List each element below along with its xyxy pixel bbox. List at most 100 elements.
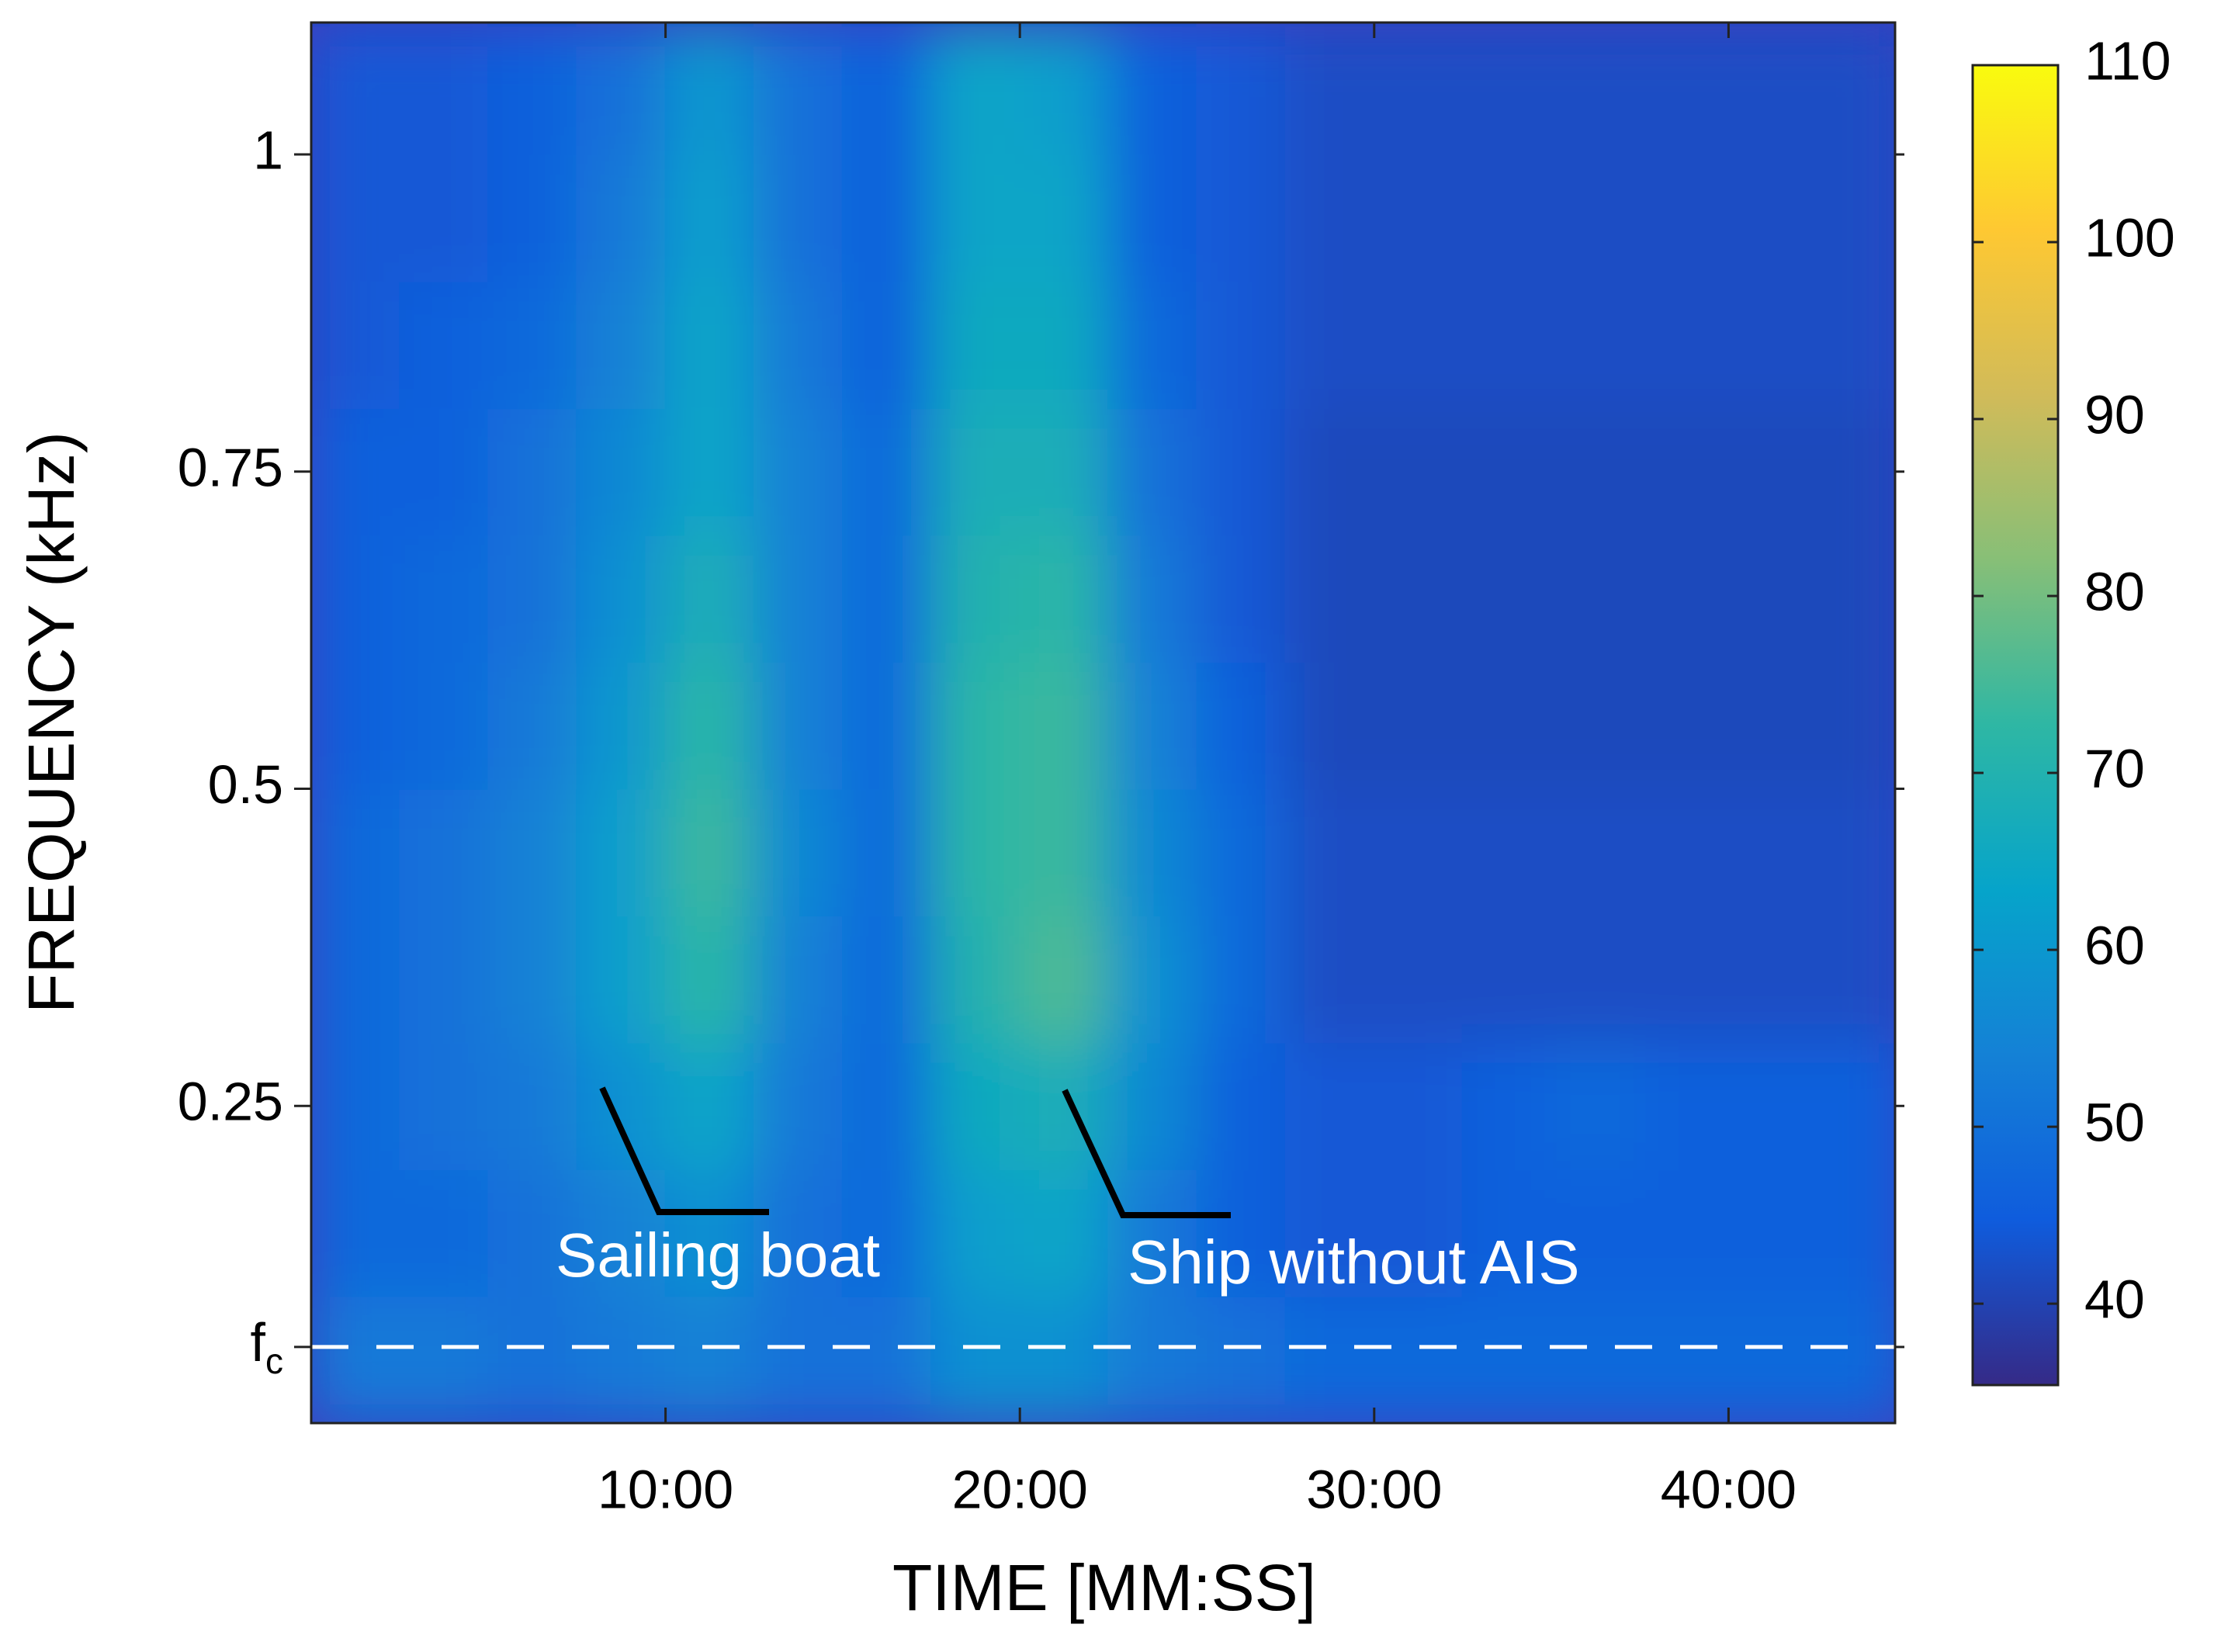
heatmap-cell bbox=[841, 280, 933, 410]
heatmap-cell bbox=[1551, 1041, 1641, 1171]
heatmap-cell bbox=[841, 1041, 933, 1171]
x-tick-label: 30:00 bbox=[1306, 1459, 1442, 1519]
heatmap-cell bbox=[664, 154, 755, 282]
heatmap-cell bbox=[487, 26, 578, 156]
heatmap-cell bbox=[1373, 1041, 1464, 1171]
heatmap-cell bbox=[1019, 1169, 1110, 1297]
heatmap-cell bbox=[1461, 1295, 1553, 1423]
heatmap-cell bbox=[399, 26, 490, 156]
heatmap-cell bbox=[1816, 407, 1895, 536]
heatmap-cell bbox=[1639, 154, 1730, 282]
heatmap-cell bbox=[576, 26, 667, 156]
heatmap-cell bbox=[311, 154, 401, 282]
heatmap-cell bbox=[1816, 788, 1895, 917]
heatmap-cell bbox=[1816, 154, 1895, 282]
heatmap-cell bbox=[1373, 534, 1464, 663]
heatmap-cell bbox=[399, 154, 490, 282]
heatmap-cell bbox=[576, 1041, 667, 1171]
heatmap-cell bbox=[487, 788, 578, 917]
heatmap-cell bbox=[311, 1169, 401, 1297]
heatmap-cell bbox=[399, 788, 490, 917]
heatmap-cell bbox=[1816, 1295, 1895, 1423]
heatmap-cell bbox=[930, 280, 1021, 410]
heatmap-cell bbox=[1639, 1295, 1730, 1423]
heatmap-cell bbox=[841, 534, 933, 663]
heatmap-cell bbox=[1639, 1041, 1730, 1171]
heatmap-cell bbox=[1551, 26, 1641, 156]
heatmap-cell bbox=[930, 1169, 1021, 1297]
x-tick-label: 10:00 bbox=[598, 1459, 733, 1519]
heatmap-cell bbox=[841, 1295, 933, 1423]
heatmap-cell bbox=[1461, 1041, 1553, 1171]
heatmap-cell bbox=[1107, 661, 1198, 790]
heatmap-cell bbox=[664, 1295, 755, 1423]
heatmap-cell bbox=[399, 407, 490, 536]
heatmap-cell bbox=[311, 788, 401, 917]
heatmap-cell bbox=[753, 1295, 844, 1423]
heatmap-cell bbox=[576, 407, 667, 536]
heatmap-cell bbox=[576, 534, 667, 663]
heatmap-cell bbox=[487, 915, 578, 1044]
heatmap-cell bbox=[1461, 534, 1553, 663]
heatmap-cell bbox=[1019, 661, 1110, 790]
heatmap-cell bbox=[1373, 407, 1464, 536]
heatmap-cell bbox=[1284, 1041, 1375, 1171]
heatmap-cell bbox=[664, 661, 755, 790]
heatmap-cell bbox=[576, 1295, 667, 1423]
colorbar-tick-label: 60 bbox=[2084, 916, 2145, 976]
heatmap-cell bbox=[1373, 661, 1464, 790]
heatmap-cell bbox=[664, 915, 755, 1044]
heatmap-cell bbox=[1196, 661, 1287, 790]
heatmap-cell bbox=[487, 1041, 578, 1171]
colorbar-tick-label: 110 bbox=[2084, 30, 2171, 91]
heatmap-cell bbox=[664, 1041, 755, 1171]
heatmap-cell bbox=[1639, 407, 1730, 536]
heatmap-cell bbox=[1196, 915, 1287, 1044]
heatmap-cell bbox=[1639, 534, 1730, 663]
heatmap-cell bbox=[1461, 280, 1553, 410]
heatmap-cell bbox=[1284, 915, 1375, 1044]
colorbar-tick-label: 50 bbox=[2084, 1093, 2145, 1153]
heatmap-cell bbox=[1196, 788, 1287, 917]
heatmap-cell bbox=[930, 26, 1021, 156]
heatmap-cell bbox=[930, 661, 1021, 790]
heatmap-cell bbox=[1727, 26, 1818, 156]
x-tick-label: 40:00 bbox=[1661, 1459, 1797, 1519]
heatmap-cell bbox=[1551, 1169, 1641, 1297]
heatmap-cell bbox=[753, 26, 844, 156]
heatmap-cell bbox=[1727, 280, 1818, 410]
heatmap-cell bbox=[399, 1041, 490, 1171]
y-tick-label: fc bbox=[251, 1312, 283, 1381]
heatmap-cell bbox=[1727, 788, 1818, 917]
colorbar-tick-label: 70 bbox=[2084, 739, 2145, 799]
annotation: Ship without AIS bbox=[1128, 1228, 1580, 1297]
heatmap-cell bbox=[1373, 1169, 1464, 1297]
heatmap-cell bbox=[1196, 1041, 1287, 1171]
heatmap-cell bbox=[1107, 154, 1198, 282]
heatmap-cell bbox=[664, 26, 755, 156]
heatmap-cell bbox=[1727, 407, 1818, 536]
heatmap-cell bbox=[753, 1169, 844, 1297]
heatmap-cell bbox=[930, 407, 1021, 536]
heatmap-cell bbox=[1551, 280, 1641, 410]
heatmap-cell bbox=[1639, 280, 1730, 410]
annotation: Sailing boat bbox=[556, 1221, 880, 1290]
heatmap-cell bbox=[487, 661, 578, 790]
heatmap-cell bbox=[841, 407, 933, 536]
heatmap-cell bbox=[1461, 788, 1553, 917]
colorbar-tick-label: 90 bbox=[2084, 385, 2145, 445]
heatmap-cell bbox=[1639, 661, 1730, 790]
heatmap-cell bbox=[311, 26, 401, 156]
heatmap-cell bbox=[1107, 534, 1198, 663]
heatmap-cell bbox=[576, 280, 667, 410]
heatmap-cell bbox=[1727, 1295, 1818, 1423]
heatmap-cell bbox=[576, 915, 667, 1044]
heatmap-cell bbox=[576, 661, 667, 790]
heatmap-cell bbox=[1019, 788, 1110, 917]
heatmap bbox=[311, 26, 1895, 1423]
heatmap-cell bbox=[1551, 788, 1641, 917]
heatmap-cell bbox=[930, 534, 1021, 663]
heatmap-cell bbox=[1373, 788, 1464, 917]
heatmap-cell bbox=[1551, 407, 1641, 536]
